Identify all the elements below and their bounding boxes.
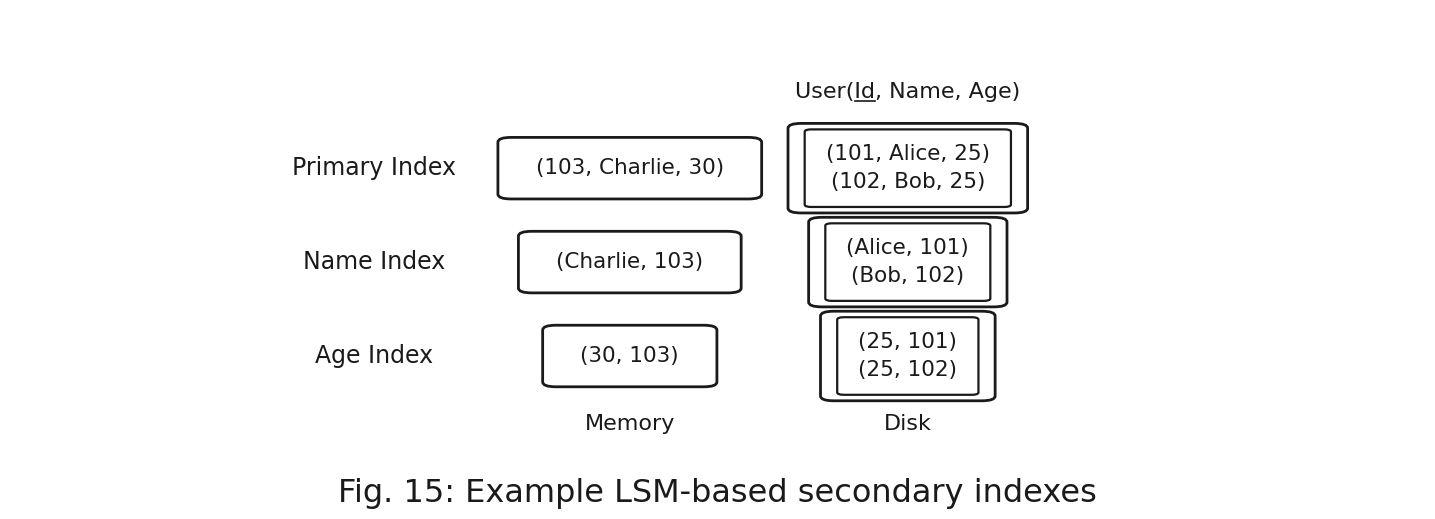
FancyBboxPatch shape — [788, 124, 1027, 213]
Text: (103, Charlie, 30): (103, Charlie, 30) — [535, 158, 723, 178]
FancyBboxPatch shape — [498, 138, 762, 199]
FancyBboxPatch shape — [837, 317, 979, 395]
Text: Name Index: Name Index — [303, 250, 445, 274]
FancyBboxPatch shape — [821, 311, 994, 401]
FancyBboxPatch shape — [825, 223, 990, 301]
Text: User(Id, Name, Age): User(Id, Name, Age) — [795, 82, 1020, 102]
FancyBboxPatch shape — [542, 325, 718, 387]
Text: Age Index: Age Index — [314, 344, 433, 368]
FancyBboxPatch shape — [809, 217, 1007, 307]
Text: Disk: Disk — [884, 414, 931, 434]
Text: Fig. 15: Example LSM-based secondary indexes: Fig. 15: Example LSM-based secondary ind… — [339, 477, 1096, 509]
Text: Primary Index: Primary Index — [291, 156, 456, 180]
Text: (25, 101)
(25, 102): (25, 101) (25, 102) — [858, 332, 957, 380]
FancyBboxPatch shape — [805, 129, 1010, 207]
Text: (30, 103): (30, 103) — [581, 346, 679, 366]
Text: (Charlie, 103): (Charlie, 103) — [557, 252, 703, 272]
Text: Memory: Memory — [584, 414, 674, 434]
Text: (Alice, 101)
(Bob, 102): (Alice, 101) (Bob, 102) — [847, 238, 969, 286]
FancyBboxPatch shape — [518, 231, 740, 293]
Text: (101, Alice, 25)
(102, Bob, 25): (101, Alice, 25) (102, Bob, 25) — [825, 144, 990, 192]
